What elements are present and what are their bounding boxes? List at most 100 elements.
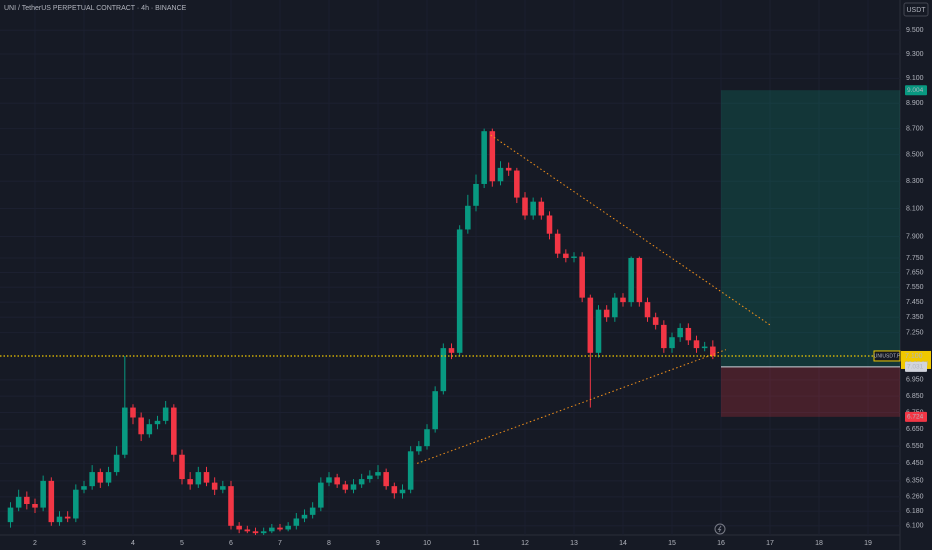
target-price-tag	[905, 85, 927, 96]
candle-body	[473, 183, 479, 206]
candle-body	[56, 516, 63, 523]
symbol-label: UNIUSDT.P	[874, 353, 901, 359]
candle-body	[571, 256, 577, 258]
chart-title: UNI / TetherUS PERPETUAL CONTRACT · 4h ·…	[4, 5, 187, 12]
target-price-label: 9.004	[907, 87, 924, 94]
candle-body	[244, 529, 251, 532]
candle-body	[334, 477, 340, 485]
candle-body	[293, 518, 300, 526]
candle-body	[693, 340, 700, 349]
x-tick-label: 15	[668, 540, 676, 547]
y-tick-label: 6.650	[906, 426, 924, 433]
candle-body	[138, 417, 144, 435]
candle-body	[383, 472, 389, 487]
entry-price-label: 7.031	[907, 364, 924, 371]
candle-body	[538, 201, 545, 216]
candle-body	[122, 407, 128, 455]
y-tick-label: 6.850	[906, 393, 924, 400]
trendline	[490, 134, 771, 326]
candle-body	[146, 424, 153, 435]
candle-body	[48, 480, 55, 523]
candle-body	[73, 489, 79, 519]
x-tick-label: 3	[82, 540, 86, 547]
candle-body	[24, 496, 30, 504]
x-tick-label: 6	[229, 540, 233, 547]
y-tick-label: 7.350	[906, 314, 924, 321]
candle-body	[563, 253, 569, 258]
y-tick-label: 8.900	[906, 100, 924, 107]
y-tick-label: 7.900	[906, 233, 924, 240]
candle-body	[391, 486, 398, 494]
candle-body	[179, 454, 185, 480]
x-tick-label: 16	[717, 540, 725, 547]
overlays	[0, 134, 900, 464]
y-tick-label: 9.100	[906, 75, 924, 82]
candle-body	[710, 346, 716, 356]
candle-body	[236, 525, 242, 530]
x-tick-label: 10	[423, 540, 431, 547]
candle-body	[685, 327, 692, 341]
y-tick-label: 8.700	[906, 125, 924, 132]
x-tick-label: 19	[864, 540, 872, 547]
y-tick-label: 8.100	[906, 205, 924, 212]
candle-body	[269, 527, 275, 532]
candle-body	[130, 407, 136, 418]
candle-body	[465, 205, 471, 230]
y-tick-label: 7.450	[906, 299, 924, 306]
y-tick-label: 6.100	[906, 523, 924, 530]
candle-body	[677, 327, 683, 338]
candle-body	[505, 167, 512, 171]
candle-body	[701, 346, 708, 349]
x-tick-label: 17	[766, 540, 774, 547]
y-tick-label: 9.500	[906, 27, 924, 34]
currency-box[interactable]	[903, 2, 929, 17]
stop-price-tag	[905, 411, 927, 422]
x-tick-label: 18	[815, 540, 823, 547]
currency[interactable]: USDT	[906, 7, 926, 14]
candle-body	[432, 391, 438, 430]
candle-body	[154, 420, 161, 425]
last-price-label: 7.100	[905, 353, 923, 360]
candle-body	[350, 484, 357, 490]
candle-body	[587, 297, 594, 353]
candle-body	[579, 256, 585, 298]
x-tick-label: 2	[33, 540, 37, 547]
candles	[7, 128, 716, 535]
x-tick-label: 9	[376, 540, 380, 547]
candle-body	[64, 516, 71, 519]
candle-body	[7, 507, 14, 523]
candle-body	[32, 503, 38, 508]
candle-body	[162, 407, 169, 421]
candle-body	[187, 479, 193, 485]
x-tick-label: 14	[619, 540, 627, 547]
replay-icon-bolt	[717, 525, 722, 533]
candle-body	[211, 482, 218, 490]
y-tick-label: 6.350	[906, 478, 924, 485]
position-tool	[720, 90, 900, 417]
candle-body	[195, 472, 202, 485]
candle-body	[497, 167, 504, 182]
candle-body	[644, 302, 651, 318]
replay-icon[interactable]	[714, 523, 726, 535]
stop-price-label: 6.724	[907, 414, 924, 421]
candle-body	[89, 472, 95, 487]
y-tick-label: 7.750	[906, 255, 924, 262]
y-tick-label: 6.260	[906, 494, 924, 501]
candle-body	[367, 475, 373, 480]
candle-body	[260, 531, 267, 534]
y-tick-label: 6.450	[906, 460, 924, 467]
candle-body	[661, 324, 667, 349]
candle-body	[309, 507, 316, 515]
candle-body	[375, 472, 381, 476]
candle-body	[489, 131, 496, 182]
candle-body	[424, 429, 430, 447]
candle-body	[171, 407, 177, 455]
candle-body	[554, 233, 561, 254]
y-tick-label: 8.500	[906, 151, 924, 158]
entry-price-tag	[905, 361, 927, 372]
candle-body	[228, 486, 234, 526]
candle-body	[277, 527, 283, 530]
y-tick-label: 9.300	[906, 51, 924, 58]
candle-body	[636, 257, 643, 303]
